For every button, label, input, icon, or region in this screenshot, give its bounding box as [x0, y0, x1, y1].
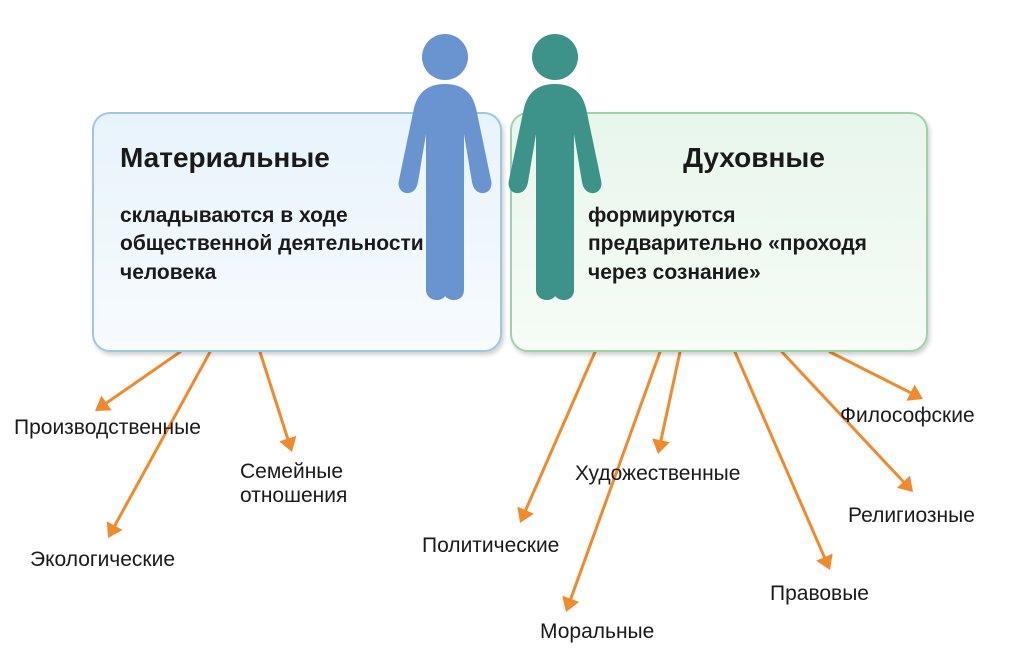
- label-artistic: Художественные: [575, 462, 740, 486]
- label-religious: Религиозные: [848, 504, 975, 528]
- label-political: Политические: [422, 534, 559, 558]
- label-production: Производственные: [14, 416, 201, 440]
- label-layer: Производственные Семейные отношения Экол…: [0, 0, 1013, 664]
- label-moral: Моральные: [540, 620, 654, 644]
- label-philosophical: Философские: [840, 404, 975, 428]
- label-ecological: Экологические: [30, 548, 175, 572]
- label-legal: Правовые: [770, 582, 869, 606]
- label-family: Семейные отношения: [240, 460, 347, 508]
